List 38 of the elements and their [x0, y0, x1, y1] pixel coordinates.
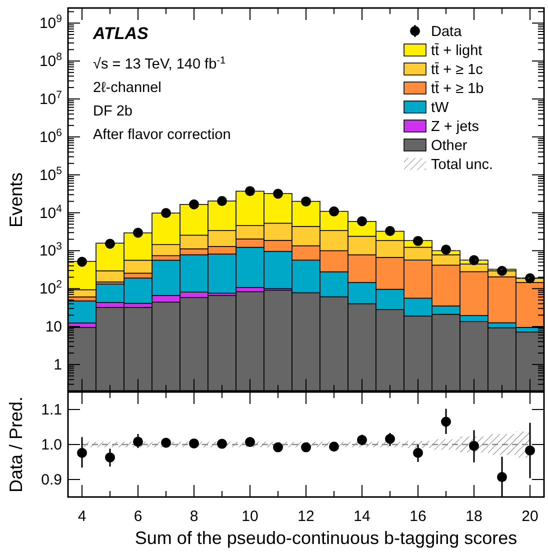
- y-tick-label: 1: [54, 356, 62, 374]
- legend-label: Z + jets: [431, 119, 479, 135]
- x-tick-label: 10: [242, 508, 258, 525]
- x-tick-label: 14: [354, 508, 370, 525]
- x-tick-label: 16: [410, 508, 426, 525]
- x-tick-label: 20: [522, 508, 538, 525]
- annotation: DF 2b: [93, 104, 132, 120]
- y-tick-label: 10: [45, 318, 62, 336]
- legend-label: Other: [431, 138, 468, 154]
- y-tick-label: 10$^{3}$: [39, 240, 62, 260]
- y-tick-label: 1.0: [41, 436, 62, 454]
- legend-label: tt̄ + ≥ 1c: [431, 62, 483, 78]
- y-tick-label: 10$^{4}$: [39, 202, 62, 222]
- y-tick-label: 0.9: [41, 472, 62, 488]
- x-tick-label: 8: [190, 508, 198, 525]
- y-tick-label: 10$^{6}$: [39, 126, 62, 146]
- annotation: ATLAS: [92, 24, 150, 43]
- annotation: After flavor correction: [93, 127, 231, 143]
- annotation: √s = 13 TeV, 140 fb$^{-1}$: [93, 55, 226, 72]
- y-axis-title: Data / Pred.: [6, 396, 26, 493]
- x-tick-label: 12: [298, 508, 314, 525]
- legend-label: tt̄ + ≥ 1b: [431, 81, 484, 97]
- legend-label: tt̄ + light: [431, 43, 482, 59]
- y-tick-label: 10$^{7}$: [39, 88, 62, 108]
- y-axis-title: Events: [6, 172, 26, 228]
- legend-label: Data: [431, 24, 463, 40]
- annotation: 2ℓ-channel: [93, 80, 162, 96]
- y-tick-label: 10$^{5}$: [39, 164, 62, 184]
- y-tick-label: 10$^{2}$: [39, 278, 62, 298]
- y-tick-label: 1.1: [41, 402, 62, 418]
- legend-label: Total unc.: [431, 157, 494, 173]
- x-tick-label: 4: [78, 508, 86, 525]
- legend-label: tW: [431, 100, 450, 116]
- x-tick-label: 6: [134, 508, 142, 525]
- y-tick-label: 10$^{9}$: [39, 13, 62, 32]
- y-tick-label: 10$^{8}$: [39, 51, 62, 70]
- x-tick-label: 18: [466, 508, 482, 525]
- x-axis-title: Sum of the pseudo-continuous b-tagging scores: [134, 528, 518, 548]
